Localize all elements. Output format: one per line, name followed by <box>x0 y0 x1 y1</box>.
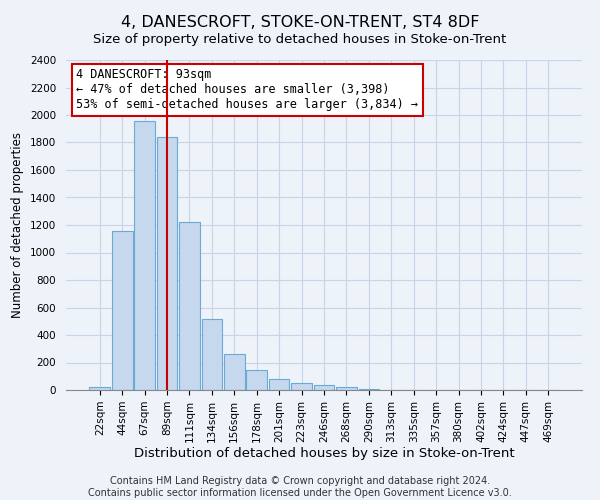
Bar <box>359 389 379 390</box>
Bar <box>89 386 110 390</box>
X-axis label: Distribution of detached houses by size in Stoke-on-Trent: Distribution of detached houses by size … <box>134 448 514 460</box>
Text: Contains HM Land Registry data © Crown copyright and database right 2024.
Contai: Contains HM Land Registry data © Crown c… <box>88 476 512 498</box>
Text: Size of property relative to detached houses in Stoke-on-Trent: Size of property relative to detached ho… <box>94 32 506 46</box>
Bar <box>269 380 289 390</box>
Bar <box>336 387 357 390</box>
Bar <box>202 318 222 390</box>
Bar <box>179 222 200 390</box>
Bar <box>112 231 133 390</box>
Bar <box>247 370 267 390</box>
Bar <box>134 120 155 390</box>
Y-axis label: Number of detached properties: Number of detached properties <box>11 132 25 318</box>
Bar <box>224 354 245 390</box>
Bar <box>157 137 178 390</box>
Text: 4, DANESCROFT, STOKE-ON-TRENT, ST4 8DF: 4, DANESCROFT, STOKE-ON-TRENT, ST4 8DF <box>121 15 479 30</box>
Bar <box>291 383 312 390</box>
Text: 4 DANESCROFT: 93sqm
← 47% of detached houses are smaller (3,398)
53% of semi-det: 4 DANESCROFT: 93sqm ← 47% of detached ho… <box>76 68 418 112</box>
Bar <box>314 385 334 390</box>
